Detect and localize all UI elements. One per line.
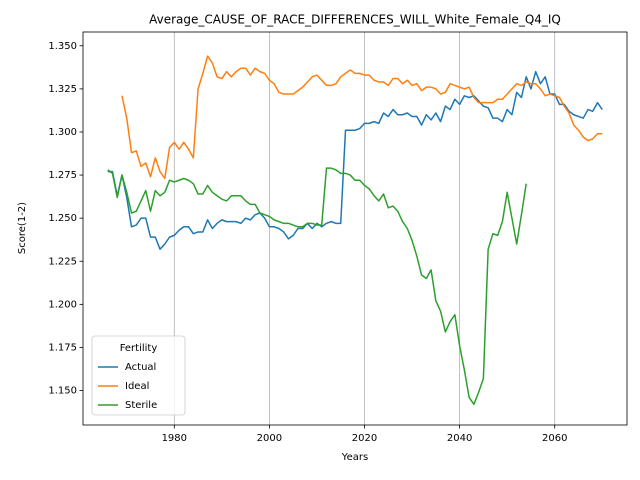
y-tick-label: 1.150 xyxy=(48,386,77,397)
legend-title: Fertility xyxy=(120,343,158,354)
line-series xyxy=(107,167,527,406)
chart-title: Average_CAUSE_OF_RACE_DIFFERENCES_WILL_W… xyxy=(149,13,561,27)
x-axis-label: Years xyxy=(341,452,368,463)
x-tick-label: 2020 xyxy=(352,433,377,444)
legend-label: Sterile xyxy=(125,400,157,411)
y-tick-label: 1.200 xyxy=(48,299,77,310)
legend-box xyxy=(91,335,186,416)
y-tick-label: 1.300 xyxy=(48,127,77,138)
y-axis-label: Score(1-2) xyxy=(17,202,28,254)
y-tick-label: 1.250 xyxy=(48,213,77,224)
x-tick-label: 2040 xyxy=(447,433,472,444)
x-tick-label: 2000 xyxy=(257,433,282,444)
line-series xyxy=(121,55,603,180)
y-tick-label: 1.225 xyxy=(48,256,77,267)
y-tick-label: 1.350 xyxy=(48,41,77,52)
plot-frame xyxy=(82,31,628,426)
x-tick-label: 1980 xyxy=(162,433,187,444)
line-series xyxy=(107,70,603,250)
y-tick-label: 1.325 xyxy=(48,84,77,95)
x-tick-label: 2060 xyxy=(542,433,567,444)
legend-label: Ideal xyxy=(125,381,149,392)
y-tick-label: 1.275 xyxy=(48,170,77,181)
y-tick-label: 1.175 xyxy=(48,342,77,353)
legend-label: Actual xyxy=(125,362,156,373)
